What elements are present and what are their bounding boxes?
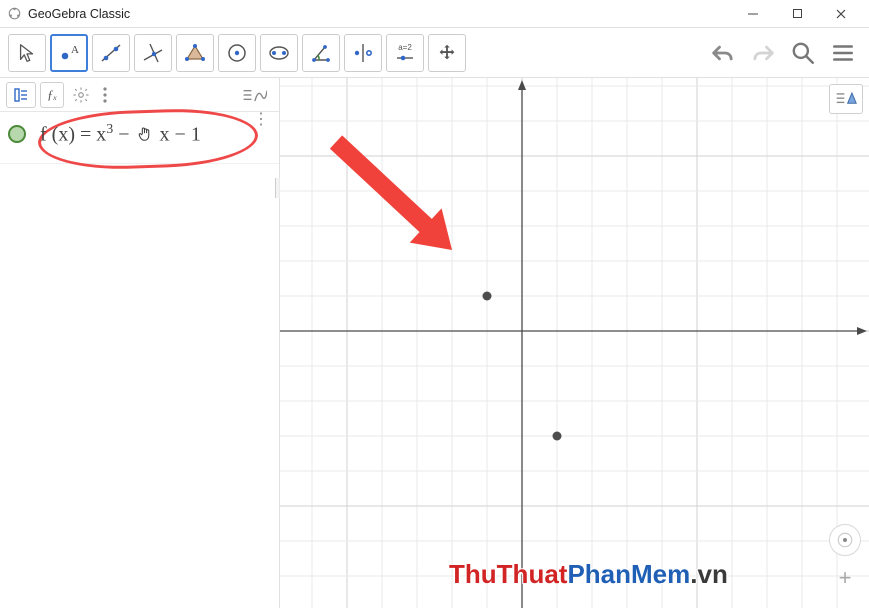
graphics-view[interactable]: + ThuThuatPhanMem.vn <box>280 78 869 608</box>
undo-button[interactable] <box>705 35 741 71</box>
zoom-in-button[interactable]: + <box>829 562 861 594</box>
fx-label: ƒₓ <box>47 87 57 103</box>
main-toolbar: A a=2 <box>0 28 869 78</box>
window-close-button[interactable] <box>819 0 863 28</box>
app-icon <box>6 6 22 22</box>
titlebar: GeoGebra Classic <box>0 0 869 28</box>
algebra-expression[interactable]: f (x) = x3 − x − 1 <box>40 122 201 147</box>
window-minimize-button[interactable] <box>731 0 775 28</box>
row-menu-button[interactable]: ⋮ <box>253 116 269 124</box>
svg-text:A: A <box>71 44 79 56</box>
window-maximize-button[interactable] <box>775 0 819 28</box>
algebra-header: ƒₓ <box>0 78 279 112</box>
redo-button[interactable] <box>745 35 781 71</box>
watermark-text: ThuThuatPhanMem.vn <box>449 559 728 590</box>
graphics-canvas[interactable] <box>280 78 869 608</box>
svg-text:a=2: a=2 <box>398 43 412 52</box>
tool-reflect[interactable] <box>344 34 382 72</box>
tool-slider[interactable]: a=2 <box>386 34 424 72</box>
algebra-panel: ƒₓ f (x) = x3 − x − 1 ⋮ <box>0 78 280 608</box>
algebra-row[interactable]: f (x) = x3 − x − 1 ⋮ <box>0 112 279 164</box>
tool-point[interactable]: A <box>50 34 88 72</box>
algebra-list-toggle[interactable] <box>6 82 36 108</box>
algebra-fx-toggle[interactable]: ƒₓ <box>40 82 64 108</box>
window-title: GeoGebra Classic <box>28 7 130 21</box>
content-area: ƒₓ f (x) = x3 − x − 1 ⋮ <box>0 78 869 608</box>
tool-move[interactable] <box>8 34 46 72</box>
algebra-settings-button[interactable] <box>68 86 94 104</box>
tool-line[interactable] <box>92 34 130 72</box>
tool-move-view[interactable] <box>428 34 466 72</box>
search-button[interactable] <box>785 35 821 71</box>
graphics-style-button[interactable] <box>829 84 863 114</box>
tool-perpendicular[interactable] <box>134 34 172 72</box>
recenter-button[interactable] <box>829 524 861 556</box>
algebra-more-button[interactable] <box>98 87 112 103</box>
tool-angle[interactable] <box>302 34 340 72</box>
tool-circle[interactable] <box>218 34 256 72</box>
tool-polygon[interactable] <box>176 34 214 72</box>
algebra-sort-button[interactable] <box>235 82 273 108</box>
menu-button[interactable] <box>825 35 861 71</box>
visibility-toggle-icon[interactable] <box>8 125 26 143</box>
tool-ellipse[interactable] <box>260 34 298 72</box>
